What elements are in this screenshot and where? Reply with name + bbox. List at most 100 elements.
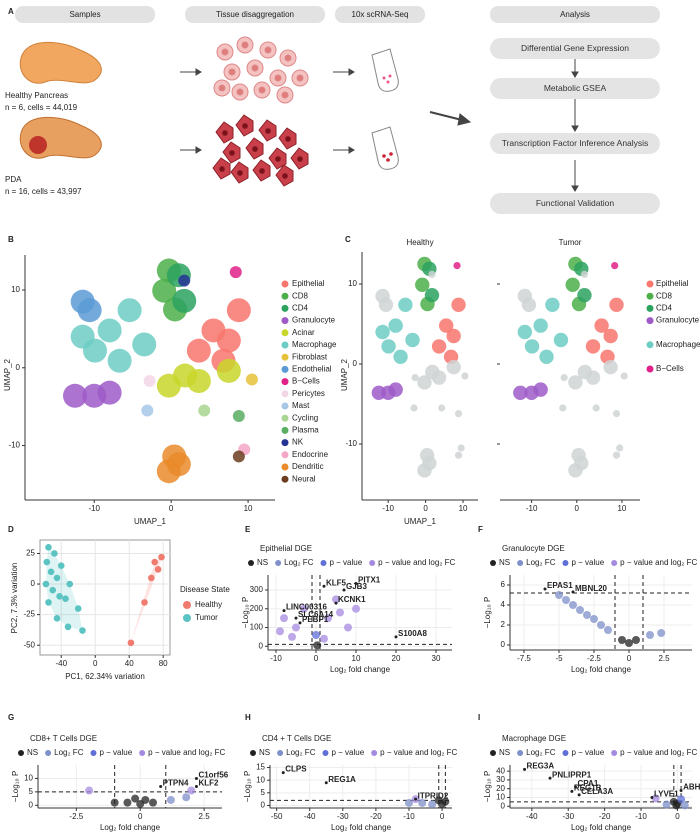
legend-swatch	[281, 292, 289, 300]
x-tick-label: 20	[392, 654, 401, 663]
cluster-blob	[431, 339, 447, 354]
legend-label: p − value	[99, 748, 132, 757]
legend-swatch	[281, 378, 289, 386]
cluster-blob	[513, 385, 528, 400]
header-pill	[335, 6, 425, 23]
legend-label: B−Cells	[292, 377, 320, 386]
cluster-blob	[577, 288, 592, 303]
x-tick-label: -2.5	[587, 654, 601, 663]
cluster-blob	[398, 297, 413, 312]
cluster-blob	[446, 360, 461, 375]
cluster-blob	[592, 404, 600, 412]
gene-point	[292, 623, 300, 632]
gene-point	[334, 601, 338, 605]
cluster-blob	[198, 404, 211, 417]
nucleus	[222, 130, 228, 136]
gene-label: GJB3	[346, 582, 367, 591]
legend-label: Log₂ FC	[286, 748, 316, 757]
pca-point	[127, 639, 135, 647]
legend-swatch	[281, 451, 289, 459]
nucleus	[284, 54, 292, 62]
legend-label: p − value and log₂ FC	[620, 748, 697, 757]
nucleus	[241, 41, 249, 49]
cluster-blob	[446, 328, 461, 344]
legend-label: Acinar	[292, 328, 315, 337]
pca-point	[45, 599, 52, 606]
gene-point	[555, 591, 563, 599]
legend-label: Log₂ FC	[526, 558, 556, 567]
panel-letter: B	[8, 235, 14, 244]
y-tick-label: 4	[501, 600, 506, 609]
pca-point	[154, 566, 162, 573]
legend-swatch	[281, 353, 289, 361]
cluster-blob	[70, 289, 95, 314]
header-pill	[15, 6, 155, 23]
gene-point	[313, 641, 322, 650]
cluster-blob	[411, 374, 419, 382]
nucleus	[259, 168, 265, 174]
gene-label: LYVE1	[654, 790, 679, 799]
y-axis-label: UMAP_2	[340, 358, 349, 391]
y-tick-label: 0	[501, 640, 506, 649]
gene-point	[570, 789, 574, 793]
cluster-blob	[117, 298, 142, 323]
gene-label: MBNL20	[575, 584, 608, 593]
gene-label: KLF5	[326, 578, 347, 587]
gene-point	[324, 614, 332, 623]
cluster-blob	[381, 339, 396, 354]
legend-swatch	[611, 560, 618, 566]
plot-title: CD4 + T Cells DGE	[262, 734, 331, 743]
gene-point	[574, 785, 578, 789]
x-tick-label: -40	[55, 659, 67, 668]
pca-point	[51, 550, 58, 557]
legend-label: Mast	[292, 401, 310, 410]
gene-point	[85, 786, 94, 795]
gene-point	[680, 801, 689, 810]
y-tick-label: 300	[250, 585, 264, 594]
cluster-blob	[580, 270, 589, 278]
legend-label: Log₂ FC	[54, 748, 84, 757]
gene-point	[194, 776, 198, 780]
cluster-blob	[611, 262, 619, 270]
gene-label: S100A8	[398, 629, 427, 638]
x-axis-label: Log₂ fold change	[571, 823, 632, 832]
nucleus	[221, 48, 229, 56]
header-label: Samples	[69, 10, 100, 19]
nucleus	[229, 150, 235, 156]
header-label: Tissue disaggregation	[216, 10, 294, 19]
y-axis-label: −Log₁₀ P	[483, 771, 492, 803]
gene-point	[571, 590, 575, 594]
legend-label: p − value	[331, 748, 364, 757]
gene-label: PNLIPRP1	[552, 770, 592, 779]
cluster-blob	[539, 349, 554, 364]
header-label: 10x scRNA-Seq	[352, 10, 409, 19]
y-axis-label: −Log₁₀ P	[11, 771, 20, 803]
gene-point	[354, 581, 358, 585]
y-tick-label: 30	[496, 775, 505, 784]
legend-swatch	[277, 750, 284, 756]
legend-swatch	[646, 280, 654, 288]
nucleus	[274, 74, 282, 82]
cluster-blob	[375, 324, 390, 340]
cluster-blob	[454, 410, 463, 418]
legend-label: Log₂ FC	[526, 748, 556, 757]
nucleus	[264, 46, 272, 54]
cluster-blob	[232, 410, 245, 422]
y-tick-label: -10	[345, 439, 357, 448]
legend-label: CD4	[656, 304, 673, 313]
gene-point	[281, 771, 285, 775]
cluster-blob	[603, 360, 618, 375]
pca-point	[53, 574, 61, 582]
x-tick-label: -10	[88, 504, 100, 513]
legend-label: Neural	[292, 474, 316, 483]
cluster-blob	[393, 349, 408, 364]
plot-title: CD8+ T Cells DGE	[30, 734, 97, 743]
pca-point	[79, 627, 86, 634]
cluster-blob	[517, 288, 533, 304]
x-tick-label: 0	[93, 659, 98, 668]
pca-point	[158, 553, 165, 561]
gene-point	[428, 800, 437, 809]
sample-detail: n = 16, cells = 43,997	[5, 187, 82, 196]
legend-label: Endocrine	[292, 450, 329, 459]
